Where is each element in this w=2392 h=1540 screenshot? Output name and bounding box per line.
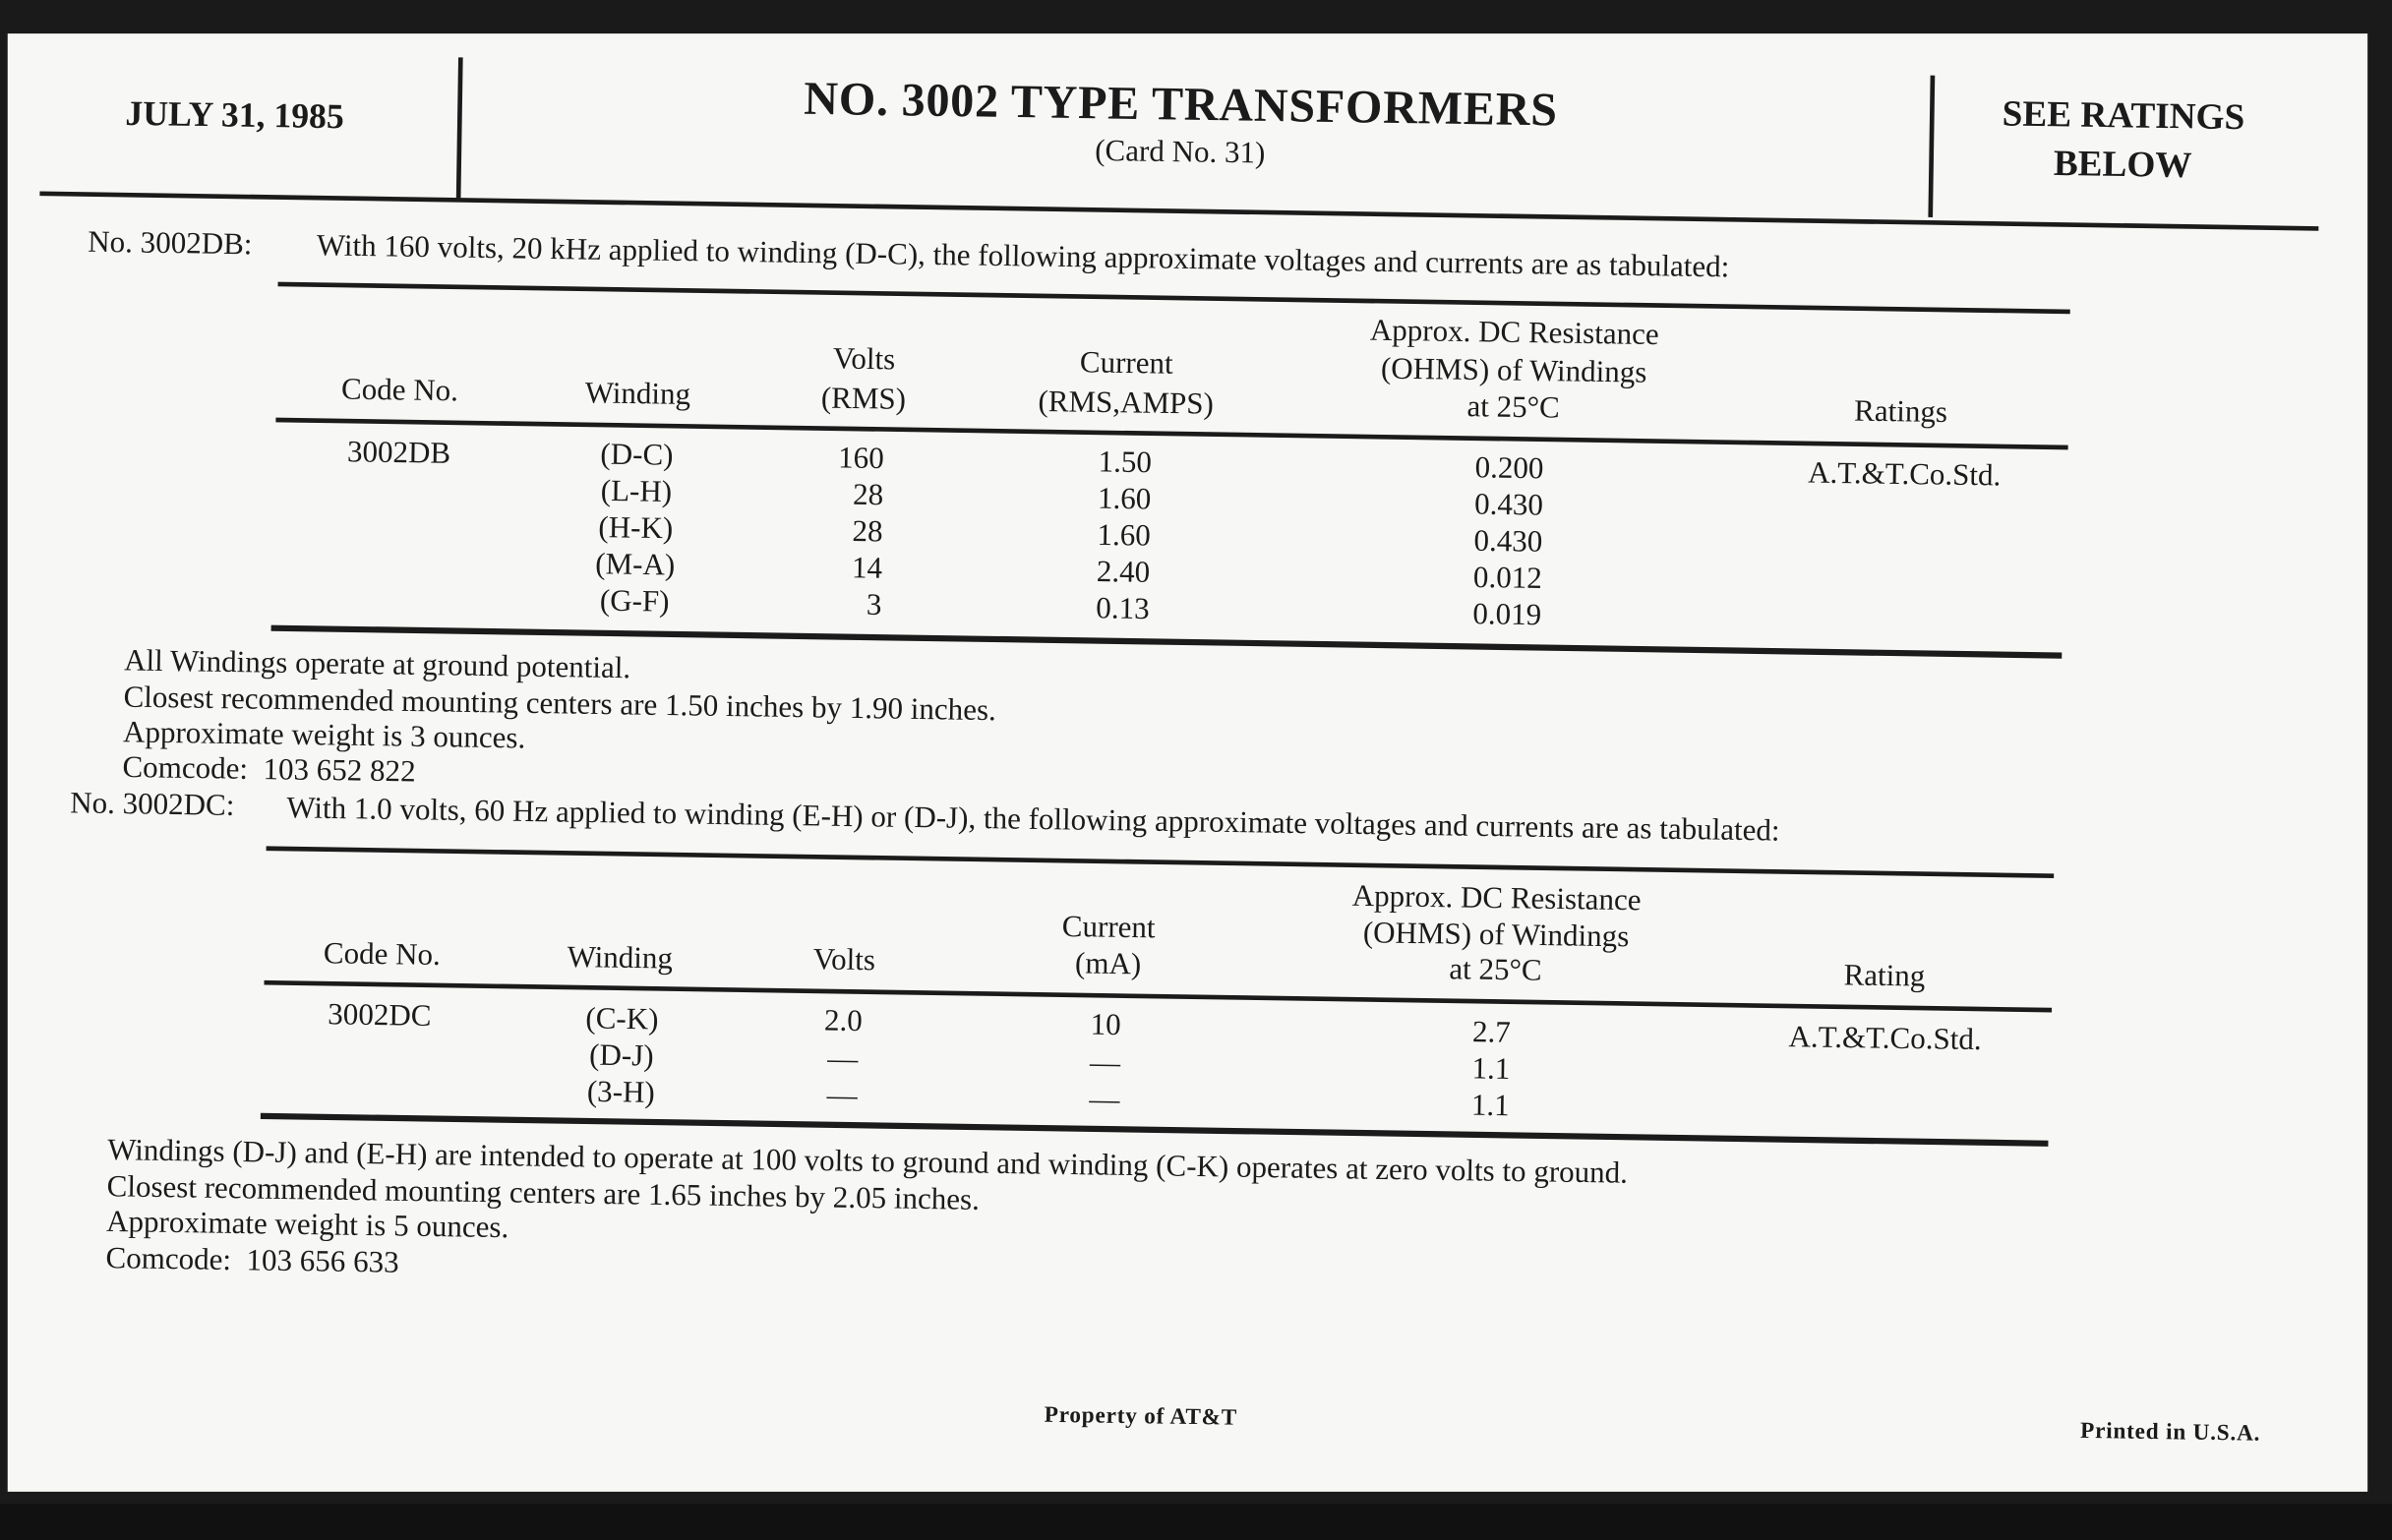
dc-header-resistance: Approx. DC Resistance: [1351, 879, 1642, 918]
db-header-current-unit: (RMS,AMPS): [1038, 385, 1215, 422]
db-header-code: Code No.: [340, 373, 459, 409]
dc-header-current-unit: (mA): [1074, 947, 1142, 982]
db-row: (G-F) 3 0.13 0.019: [0, 0, 2392, 632]
dc-header-code: Code No.: [323, 936, 442, 973]
resistance: 0.019: [1472, 597, 1542, 632]
printed-notice: Printed in U.S.A.: [2079, 1419, 2261, 1447]
dc-label: No. 3002DC:: [69, 786, 235, 823]
dc-row: (D-J) — — 1.1: [0, 0, 2392, 1086]
winding: (D-J): [588, 1038, 654, 1074]
dc-header-rating: Rating: [1843, 959, 1926, 994]
db-rating: A.T.&T.Co.Std.: [1807, 456, 2002, 494]
dc-code: 3002DC: [328, 997, 432, 1034]
dc-intro: With 1.0 volts, 60 Hz applied to winding…: [286, 791, 1780, 849]
dc-header-resistance-2: (OHMS) of Windings: [1362, 916, 1630, 955]
dc-row: (3-H) — — 1.1: [0, 0, 2392, 1123]
db-header-volts: Volts: [832, 342, 896, 378]
winding: (H-K): [598, 510, 674, 546]
header-divider-right: [1928, 75, 1936, 217]
winding: (L-H): [600, 474, 673, 509]
dc-header-winding: Winding: [567, 940, 674, 977]
volts: 28: [852, 478, 884, 513]
current: 0.13: [1096, 591, 1150, 626]
resistance: 0.012: [1472, 561, 1542, 596]
volts: 160: [837, 441, 884, 476]
volts: 2.0: [823, 1004, 864, 1038]
current: —: [1089, 1046, 1121, 1081]
resistance: 1.1: [1471, 1052, 1511, 1087]
winding: (C-K): [585, 1001, 659, 1037]
dc-header-current: Current: [1061, 910, 1156, 946]
winding: (G-F): [599, 584, 670, 620]
current: 10: [1090, 1008, 1121, 1042]
dc-comcode: Comcode: 103 656 633: [105, 1241, 399, 1280]
db-comcode: Comcode: 103 652 822: [122, 750, 416, 790]
db-header-resistance: Approx. DC Resistance: [1369, 314, 1659, 352]
volts: 28: [852, 514, 883, 550]
db-row: (H-K) 28 1.60 0.430: [0, 0, 2392, 560]
paper: [7, 33, 2368, 1492]
resistance: 2.7: [1471, 1015, 1512, 1050]
current: —: [1089, 1083, 1120, 1117]
winding: (3-H): [586, 1075, 656, 1110]
db-header-resistance-3: at 25°C: [1466, 389, 1561, 426]
db-note: Approximate weight is 3 ounces.: [122, 715, 526, 756]
dc-header-resistance-3: at 25°C: [1449, 952, 1542, 988]
page-title: NO. 3002 TYPE TRANSFORMERS: [803, 71, 1559, 137]
db-note: All Windings operate at ground potential…: [123, 643, 631, 686]
winding: (M-A): [595, 547, 676, 583]
see-ratings-line2: BELOW: [2053, 144, 2192, 187]
dc-rating: A.T.&T.Co.Std.: [1788, 1020, 1982, 1057]
dc-table-top-rule: [266, 846, 2055, 878]
dc-note: Approximate weight is 5 ounces.: [105, 1205, 509, 1245]
winding: (D-C): [600, 438, 674, 473]
db-header-winding: Winding: [584, 376, 691, 412]
db-code: 3002DB: [346, 435, 451, 471]
db-row: (M-A) 14 2.40 0.012: [0, 0, 2392, 596]
resistance: 0.430: [1473, 524, 1543, 560]
resistance: 0.200: [1474, 450, 1544, 487]
db-header-current: Current: [1079, 345, 1173, 382]
db-header-ratings: Ratings: [1853, 394, 1948, 430]
see-ratings-line1: SEE RATINGS: [2002, 94, 2245, 139]
current: 1.60: [1097, 518, 1152, 554]
current: 1.50: [1098, 445, 1153, 480]
card-number: (Card No. 31): [1094, 134, 1266, 171]
db-header-resistance-2: (OHMS) of Windings: [1380, 352, 1647, 390]
db-header-rule: [275, 417, 2068, 450]
scanned-card: JULY 31, 1985 NO. 3002 TYPE TRANSFORMERS…: [7, 33, 2368, 1492]
db-row: (D-C) 160 1.50 0.200: [0, 0, 2392, 486]
db-header-volts-unit: (RMS): [820, 382, 907, 417]
header-divider-left: [455, 57, 463, 200]
current: 2.40: [1096, 555, 1151, 590]
db-row: (L-H) 28 1.60 0.430: [0, 0, 2392, 522]
date: JULY 31, 1985: [125, 93, 345, 136]
header-rule: [39, 191, 2319, 231]
db-intro: With 160 volts, 20 kHz applied to windin…: [316, 228, 1730, 285]
resistance: 1.1: [1470, 1089, 1510, 1123]
volts: 14: [851, 551, 883, 586]
volts: —: [826, 1079, 858, 1113]
dc-row: (C-K) 2.0 10 2.7: [0, 0, 2392, 1050]
volts: —: [826, 1041, 859, 1077]
db-label: No. 3002DB:: [88, 225, 253, 263]
dc-header-rule: [264, 979, 2053, 1013]
current: 1.60: [1097, 482, 1152, 517]
property-notice: Property of AT&T: [1044, 1403, 1238, 1431]
volts: 3: [866, 588, 882, 622]
db-table-top-rule: [277, 281, 2070, 315]
resistance: 0.430: [1473, 488, 1544, 523]
dc-header-volts: Volts: [812, 942, 876, 978]
